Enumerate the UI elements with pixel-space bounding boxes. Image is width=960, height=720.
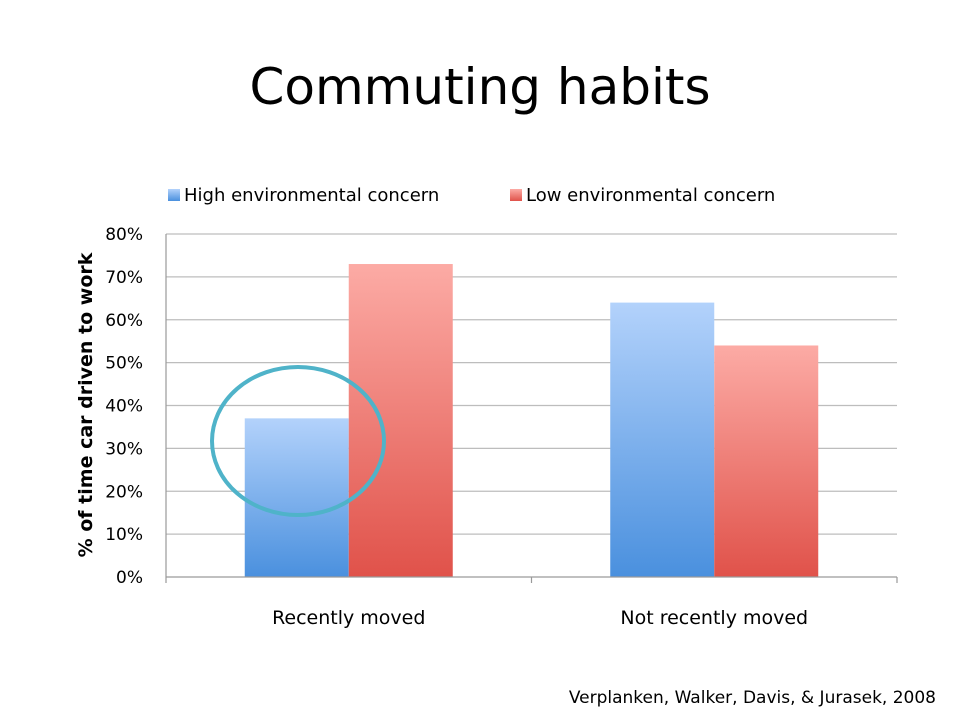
citation: Verplanken, Walker, Davis, & Jurasek, 20… (568, 688, 936, 708)
bar-low-concern (714, 345, 819, 577)
bar-high-concern (244, 418, 349, 577)
legend-swatch (510, 189, 522, 201)
y-tick-label: 60% (105, 311, 143, 331)
y-tick-label: 50% (105, 354, 143, 374)
axes: 0% 10% 20% 30% 40% 50% 60% 70% 80% Recently moved… (105, 225, 898, 629)
bar-low-concern (348, 264, 453, 577)
x-category-label: Not recently moved (620, 607, 808, 629)
y-tick-label: 40% (105, 397, 143, 417)
legend-swatch (168, 189, 180, 201)
x-category-label: Recently moved (272, 607, 425, 629)
y-tick-label: 20% (105, 482, 143, 502)
y-tick-label: 30% (105, 439, 143, 459)
bars (244, 264, 819, 577)
y-axis-title: % of time car driven to work (75, 252, 97, 557)
legend: High environmental concern Low environmen… (168, 185, 775, 206)
legend-label: High environmental concern (184, 185, 439, 206)
y-tick-label: 0% (116, 568, 143, 588)
y-tick-label: 80% (105, 225, 143, 245)
legend-label: Low environmental concern (526, 185, 775, 206)
highlight-circle (210, 365, 386, 517)
slide-title: Commuting habits (249, 58, 711, 116)
y-tick-label: 10% (105, 525, 143, 545)
y-tick-label: 70% (105, 268, 143, 288)
bar-high-concern (610, 302, 715, 577)
